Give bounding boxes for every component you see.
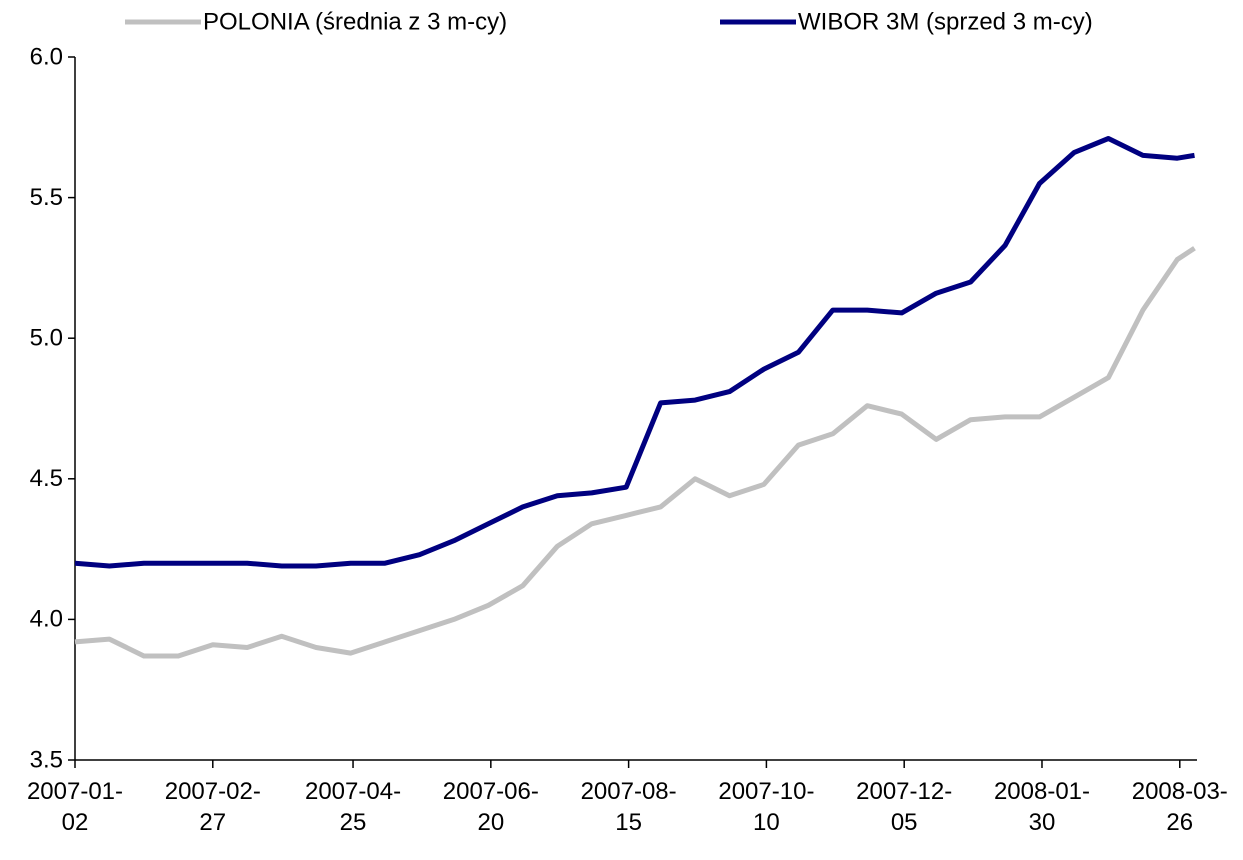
legend-label: POLONIA (średnia z 3 m-cy) <box>203 8 507 35</box>
y-tick-label: 4.5 <box>30 465 63 492</box>
y-tick-label: 3.5 <box>30 746 63 773</box>
y-tick-label: 4.0 <box>30 606 63 633</box>
x-tick-label: 2007-04-25 <box>304 778 402 836</box>
y-tick-label: 5.5 <box>30 184 63 211</box>
x-tick-label: 2007-12-05 <box>856 778 953 836</box>
x-tick-label: 2008-01-30 <box>993 778 1091 836</box>
x-tick-label: 2007-06-20 <box>442 778 539 836</box>
y-tick-label: 5.0 <box>30 325 63 352</box>
y-tick-label: 6.0 <box>30 43 63 70</box>
legend-label: WIBOR 3M (sprzed 3 m-cy) <box>798 8 1093 35</box>
x-tick-label: 2007-01-02 <box>26 778 124 836</box>
series-line <box>74 246 1196 659</box>
x-tick-label: 2008-03-26 <box>1131 778 1228 836</box>
series-line <box>74 136 1195 569</box>
x-tick-label: 2007-08-15 <box>580 778 677 836</box>
x-tick-label: 2007-02-27 <box>164 778 261 836</box>
x-tick-label: 2007-10-10 <box>718 778 815 836</box>
